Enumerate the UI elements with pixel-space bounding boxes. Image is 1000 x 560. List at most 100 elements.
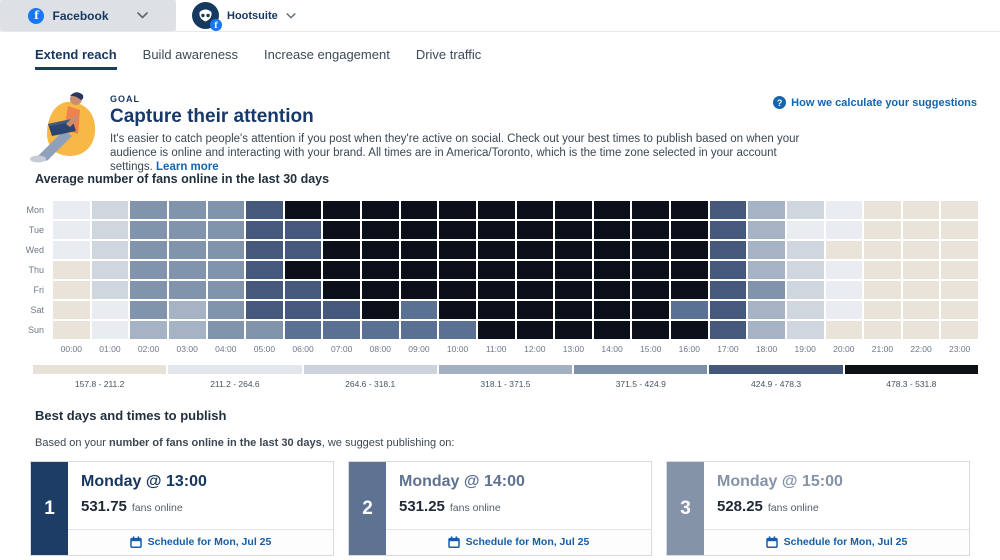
calendar-icon <box>129 536 142 549</box>
tab-build-awareness[interactable]: Build awareness <box>142 46 239 62</box>
tab-drive-traffic[interactable]: Drive traffic <box>415 46 482 62</box>
heatmap-cell-mon-17:00 <box>709 201 747 219</box>
heatmap-cell-fri-22:00 <box>902 281 940 299</box>
legend-range-label: 318.1 - 371.5 <box>480 379 531 389</box>
heatmap-cell-wed-12:00 <box>516 241 554 259</box>
heatmap-row-label-tue: Tue <box>28 225 44 235</box>
heatmap-cell-sat-12:00 <box>516 301 554 319</box>
account-selector-label: Hootsuite <box>227 9 278 22</box>
tab-increase-engagement[interactable]: Increase engagement <box>264 46 390 62</box>
heatmap-cell-sat-02:00 <box>130 301 167 319</box>
heatmap-cell-thu-21:00 <box>864 261 901 279</box>
heatmap-cell-tue-06:00 <box>284 221 322 239</box>
heatmap-cell-tue-02:00 <box>130 221 167 239</box>
heatmap-cell-sat-11:00 <box>477 301 515 319</box>
question-icon: ? <box>773 96 787 109</box>
heatmap-cell-sun-09:00 <box>400 321 438 339</box>
heatmap-cell-tue-09:00 <box>400 221 438 239</box>
account-selector[interactable]: f Hootsuite <box>192 2 296 31</box>
heatmap-cell-mon-04:00 <box>207 201 245 219</box>
heatmap-cell-thu-11:00 <box>477 261 515 279</box>
heatmap-cell-thu-15:00 <box>632 261 669 279</box>
heatmap-row-label-sun: Sun <box>27 325 44 335</box>
heatmap-cell-wed-07:00 <box>323 241 360 259</box>
hour-tick-11:00: 11:00 <box>485 344 507 354</box>
goal-text: GOAL Capture their attention It's easier… <box>110 86 805 174</box>
heatmap-cell-mon-13:00 <box>555 201 592 219</box>
heatmap-cell-sun-12:00 <box>516 321 554 339</box>
heatmap-cell-mon-12:00 <box>516 201 554 219</box>
card-body: Monday @ 14:00 531.25 fans online <box>386 462 651 529</box>
heatmap-cell-fri-20:00 <box>825 281 863 299</box>
hour-tick-13:00: 13:00 <box>562 344 585 354</box>
heatmap-cell-wed-10:00 <box>439 241 476 259</box>
heatmap-cell-tue-23:00 <box>941 221 978 239</box>
schedule-button[interactable]: Schedule for Mon, Jul 25 <box>704 528 969 555</box>
hour-tick-01:00: 01:00 <box>99 344 121 354</box>
heatmap-cell-thu-18:00 <box>748 261 785 279</box>
hour-tick-04:00: 04:00 <box>215 344 237 354</box>
heatmap-cell-sat-07:00 <box>323 301 360 319</box>
heatmap-cell-tue-10:00 <box>439 221 476 239</box>
hour-tick-18:00: 18:00 <box>755 344 778 354</box>
learn-more-link[interactable]: Learn more <box>156 161 219 173</box>
heatmap-legend: 157.8 - 211.2 211.2 - 264.6 264.6 - 318.1 3… <box>33 365 978 389</box>
heatmap-cell-sat-15:00 <box>632 301 669 319</box>
heatmap-cell-mon-00:00 <box>53 201 90 219</box>
heatmap-cell-tue-22:00 <box>902 221 940 239</box>
heatmap-cell-mon-14:00 <box>593 201 631 219</box>
facebook-badge-icon: f <box>210 19 222 31</box>
hour-tick-05:00: 05:00 <box>253 344 276 354</box>
tab-extend-reach[interactable]: Extend reach <box>35 41 117 70</box>
top-bar: f Facebook f Hootsuite <box>0 0 1000 32</box>
heatmap-cell-sun-14:00 <box>593 321 631 339</box>
heatmap-cell-tue-01:00 <box>91 221 129 239</box>
schedule-button[interactable]: Schedule for Mon, Jul 25 <box>68 528 333 555</box>
heatmap-cell-fri-04:00 <box>207 281 245 299</box>
legend-item: 264.6 - 318.1 <box>303 365 437 389</box>
hour-tick-03:00: 03:00 <box>176 344 198 354</box>
legend-swatch <box>574 365 708 374</box>
legend-swatch <box>438 365 573 374</box>
heatmap-cell-wed-08:00 <box>362 241 399 259</box>
heatmap-cell-thu-17:00 <box>709 261 747 279</box>
legend-item: 478.3 - 531.8 <box>844 365 978 389</box>
heatmap-cell-sat-06:00 <box>284 301 322 319</box>
suggestion-card-rank-1: 1 Monday @ 13:00 531.75 fans online Schedule… <box>30 461 334 556</box>
suggestions-section: Best days and times to publish Based on … <box>30 408 970 556</box>
heatmap-cell-mon-19:00 <box>786 201 824 219</box>
heatmap-row-label-sat: Sat <box>30 305 44 315</box>
heatmap-cell-sun-19:00 <box>786 321 824 339</box>
heatmap-cell-sun-04:00 <box>207 321 245 339</box>
goal-description-text: It's easier to catch people's attention … <box>110 133 800 173</box>
heatmap-cell-sat-23:00 <box>941 301 978 319</box>
network-selector[interactable]: f Facebook <box>0 0 176 31</box>
card-title: Monday @ 14:00 <box>399 473 525 490</box>
card-main: Monday @ 14:00 531.25 fans online Schedule … <box>386 462 651 555</box>
how-we-calculate-link[interactable]: ? How we calculate your suggestions <box>773 96 977 109</box>
heatmap-cell-fri-09:00 <box>400 281 438 299</box>
card-body: Monday @ 15:00 528.25 fans online <box>704 462 969 529</box>
hour-tick-10:00: 10:00 <box>446 344 469 354</box>
heatmap-cell-sat-05:00 <box>246 301 283 319</box>
heatmap-cell-mon-06:00 <box>284 201 322 219</box>
legend-item: 211.2 - 264.6 <box>168 365 302 389</box>
legend-item: 371.5 - 424.9 <box>574 365 708 389</box>
heatmap-cell-sat-14:00 <box>593 301 631 319</box>
hour-tick-07:00: 07:00 <box>331 344 353 354</box>
card-title: Monday @ 13:00 <box>81 473 207 490</box>
hour-tick-15:00: 15:00 <box>640 344 662 354</box>
heatmap-cell-sat-18:00 <box>748 301 785 319</box>
heatmap-cell-fri-00:00 <box>53 281 90 299</box>
heatmap-cell-sun-15:00 <box>632 321 669 339</box>
heatmap-cell-wed-13:00 <box>555 241 592 259</box>
legend-range-label: 211.2 - 264.6 <box>210 379 260 389</box>
schedule-button[interactable]: Schedule for Mon, Jul 25 <box>386 528 651 555</box>
card-value-row: 528.25 fans online <box>717 498 969 515</box>
legend-range-label: 264.6 - 318.1 <box>345 379 396 389</box>
heatmap-cell-tue-07:00 <box>323 221 360 239</box>
heatmap-cell-mon-05:00 <box>246 201 283 219</box>
chevron-down-icon <box>136 12 148 19</box>
hour-tick-20:00: 20:00 <box>833 344 855 354</box>
heatmap-cell-sun-03:00 <box>168 321 206 339</box>
